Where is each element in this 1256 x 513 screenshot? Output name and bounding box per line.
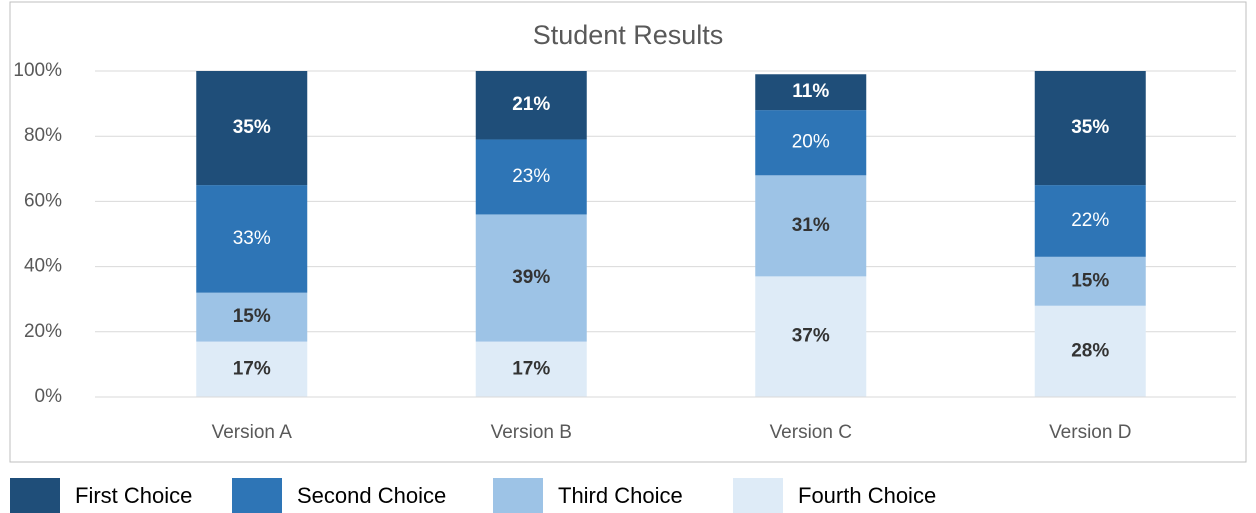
bar-segment bbox=[755, 110, 867, 176]
data-label: 17% bbox=[233, 358, 271, 379]
legend-label: Fourth Choice bbox=[798, 483, 936, 508]
bar-segment bbox=[475, 139, 587, 215]
data-label: 39% bbox=[512, 267, 550, 288]
data-label: 20% bbox=[792, 132, 830, 153]
bar-segment bbox=[196, 71, 308, 186]
x-tick-label: Version A bbox=[212, 422, 293, 443]
data-label: 37% bbox=[792, 326, 830, 347]
x-tick-label: Version B bbox=[491, 422, 572, 443]
y-tick-label: 20% bbox=[24, 321, 62, 342]
data-label: 33% bbox=[233, 228, 271, 249]
bar-segment bbox=[475, 71, 587, 140]
data-label: 15% bbox=[1071, 270, 1109, 291]
data-label: 28% bbox=[1071, 340, 1109, 361]
chart-title: Student Results bbox=[533, 20, 724, 50]
bar-segment bbox=[755, 175, 867, 277]
data-label: 35% bbox=[233, 117, 271, 138]
bar-segment bbox=[196, 185, 308, 293]
bar-segment bbox=[755, 276, 867, 397]
x-tick-label: Version C bbox=[770, 422, 852, 443]
bar-segment bbox=[196, 292, 308, 342]
y-tick-label: 0% bbox=[35, 386, 63, 407]
bar-segment bbox=[196, 341, 308, 397]
legend-swatch bbox=[10, 478, 60, 513]
bar-segment bbox=[475, 341, 587, 397]
legend-label: Second Choice bbox=[297, 483, 446, 508]
legend-swatch bbox=[733, 478, 783, 513]
legend-label: Third Choice bbox=[558, 483, 683, 508]
legend-swatch bbox=[493, 478, 543, 513]
data-label: 35% bbox=[1071, 117, 1109, 138]
data-label: 21% bbox=[512, 94, 550, 115]
y-tick-label: 80% bbox=[24, 125, 62, 146]
bar-segment bbox=[1034, 185, 1146, 257]
data-label: 31% bbox=[792, 215, 830, 236]
y-tick-label: 60% bbox=[24, 190, 62, 211]
bar-segment bbox=[1034, 71, 1146, 186]
bar-segment bbox=[1034, 256, 1146, 306]
bar-segment bbox=[755, 74, 867, 111]
data-label: 17% bbox=[512, 358, 550, 379]
y-tick-label: 100% bbox=[13, 60, 62, 81]
data-label: 22% bbox=[1071, 210, 1109, 231]
data-label: 11% bbox=[792, 81, 829, 102]
data-label: 15% bbox=[233, 306, 271, 327]
legend-label: First Choice bbox=[75, 483, 192, 508]
bar-segment bbox=[475, 214, 587, 342]
x-tick-label: Version D bbox=[1049, 422, 1131, 443]
legend-swatch bbox=[232, 478, 282, 513]
y-tick-label: 40% bbox=[24, 256, 62, 277]
bar-segment bbox=[1034, 305, 1146, 397]
data-label: 23% bbox=[512, 166, 550, 187]
